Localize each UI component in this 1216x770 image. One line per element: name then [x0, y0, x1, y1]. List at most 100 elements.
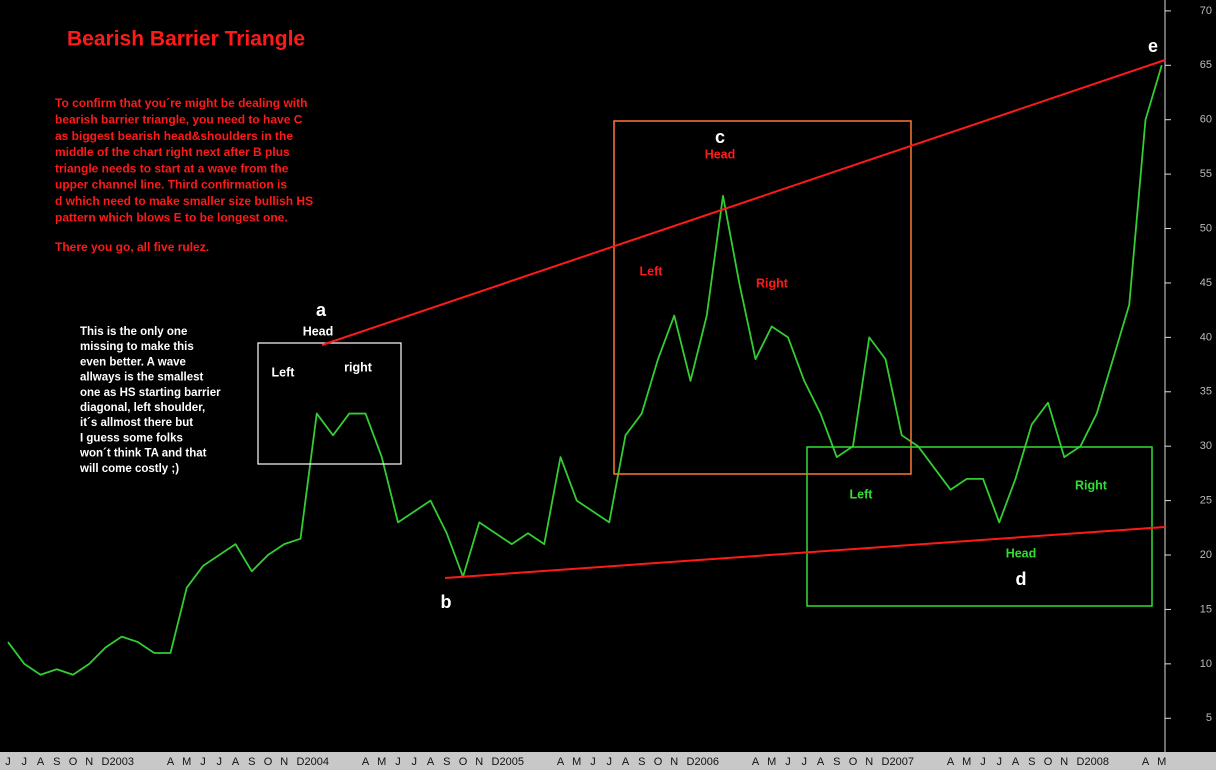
- description-line: pattern which blows E to be longest one.: [55, 210, 288, 224]
- y-tick-label: 35: [1200, 386, 1212, 398]
- pattern-label: Right: [1075, 478, 1108, 492]
- x-tick-label: J: [395, 756, 401, 768]
- x-tick-label: 2007: [890, 756, 914, 768]
- wave-label: c: [715, 127, 725, 147]
- x-tick-label: 2006: [695, 756, 719, 768]
- x-tick-label: N: [85, 756, 93, 768]
- pattern-label: Left: [850, 487, 874, 501]
- x-tick-label: M: [377, 756, 386, 768]
- x-tick-label: M: [1157, 756, 1166, 768]
- y-tick-label: 40: [1200, 331, 1212, 343]
- y-tick-label: 25: [1200, 495, 1212, 507]
- description-line: as biggest bearish head&shoulders in the: [55, 129, 293, 143]
- pattern-label: Head: [303, 324, 334, 338]
- plot-area: [7, 65, 1163, 676]
- x-tick-label: D: [492, 756, 500, 768]
- y-tick-label: 30: [1200, 440, 1212, 452]
- chart-title: Bearish Barrier Triangle: [67, 28, 305, 51]
- x-tick-label: A: [427, 756, 435, 768]
- note-line: missing to make this: [80, 341, 194, 353]
- upper-channel-line: [321, 59, 1166, 346]
- y-tick-label: 50: [1200, 222, 1212, 234]
- note-line: will come costly ;): [79, 463, 179, 475]
- x-tick-label: A: [362, 756, 370, 768]
- x-tick-label: O: [69, 756, 78, 768]
- x-tick-label: A: [947, 756, 955, 768]
- wave-label: e: [1148, 36, 1158, 56]
- note-line: even better. A wave: [80, 356, 186, 368]
- box-d: [806, 446, 1153, 607]
- note-line: one as HS starting barrier: [80, 387, 221, 399]
- x-tick-label: J: [785, 756, 791, 768]
- x-tick-label: N: [670, 756, 678, 768]
- wave-label: b: [441, 592, 452, 612]
- x-tick-label: J: [802, 756, 808, 768]
- x-tick-label: J: [217, 756, 223, 768]
- x-tick-label: N: [280, 756, 288, 768]
- x-tick-label: D: [882, 756, 890, 768]
- x-tick-label: 2005: [500, 756, 524, 768]
- x-tick-label: S: [833, 756, 840, 768]
- x-tick-label: M: [962, 756, 971, 768]
- x-tick-label: A: [1012, 756, 1020, 768]
- x-tick-label: 2004: [305, 756, 329, 768]
- x-tick-label: S: [443, 756, 450, 768]
- x-tick-label: D: [297, 756, 305, 768]
- x-tick-label: 2003: [110, 756, 134, 768]
- x-tick-label: A: [1142, 756, 1150, 768]
- y-tick-label: 45: [1200, 277, 1212, 289]
- x-tick-label: A: [37, 756, 45, 768]
- y-tick-label: 10: [1200, 658, 1212, 670]
- note: This is the only one missing to make this…: [79, 326, 221, 475]
- y-tick-label: 15: [1200, 603, 1212, 615]
- x-tick-label: N: [475, 756, 483, 768]
- x-tick-label: A: [557, 756, 565, 768]
- pattern-label: right: [344, 360, 373, 374]
- x-tick-label: O: [264, 756, 273, 768]
- x-tick-label: A: [817, 756, 825, 768]
- pattern-label: Right: [756, 276, 789, 290]
- x-tick-label: S: [53, 756, 60, 768]
- wave-label: d: [1016, 569, 1027, 589]
- x-tick-label: M: [182, 756, 191, 768]
- description-line: middle of the chart right next after B p…: [55, 145, 290, 159]
- box-c: [613, 120, 912, 475]
- x-tick-label: O: [1044, 756, 1053, 768]
- pattern-label: Left: [272, 365, 296, 379]
- x-tick-label: D: [1077, 756, 1085, 768]
- x-tick-label: J: [590, 756, 596, 768]
- y-tick-label: 5: [1206, 712, 1212, 724]
- price-line: [7, 65, 1163, 676]
- x-tick-label: J: [200, 756, 206, 768]
- note-line: it´s allmost there but: [80, 417, 193, 429]
- note-line: won´t think TA and that: [79, 448, 207, 460]
- description: To confirm that you´re might be dealing …: [55, 96, 313, 224]
- y-tick-label: 65: [1200, 59, 1212, 71]
- x-tick-label: S: [248, 756, 255, 768]
- x-tick-label: 2008: [1085, 756, 1109, 768]
- conclusion: There you go, all five rulez.: [55, 240, 209, 254]
- note-line: This is the only one: [80, 326, 187, 338]
- note-line: allways is the smallest: [80, 372, 204, 384]
- lower-channel-line: [444, 526, 1166, 579]
- note-line: I guess some folks: [80, 432, 183, 444]
- x-tick-label: J: [997, 756, 1003, 768]
- description-line: upper channel line. Third confirmation i…: [55, 178, 287, 192]
- pattern-label: Head: [1006, 546, 1037, 560]
- x-tick-label: A: [167, 756, 175, 768]
- y-tick-label: 60: [1200, 114, 1212, 126]
- description-line: d which need to make smaller size bullis…: [55, 194, 313, 208]
- pattern-label: Left: [640, 264, 664, 278]
- x-tick-label: J: [412, 756, 418, 768]
- x-tick-label: J: [607, 756, 613, 768]
- y-tick-label: 55: [1200, 168, 1212, 180]
- x-tick-label: D: [102, 756, 110, 768]
- x-tick-label: J: [5, 756, 11, 768]
- x-tick-label: S: [1028, 756, 1035, 768]
- x-tick-label: O: [459, 756, 468, 768]
- x-tick-label: O: [849, 756, 858, 768]
- x-tick-label: O: [654, 756, 663, 768]
- x-tick-label: D: [687, 756, 695, 768]
- note-line: diagonal, left shoulder,: [80, 402, 205, 414]
